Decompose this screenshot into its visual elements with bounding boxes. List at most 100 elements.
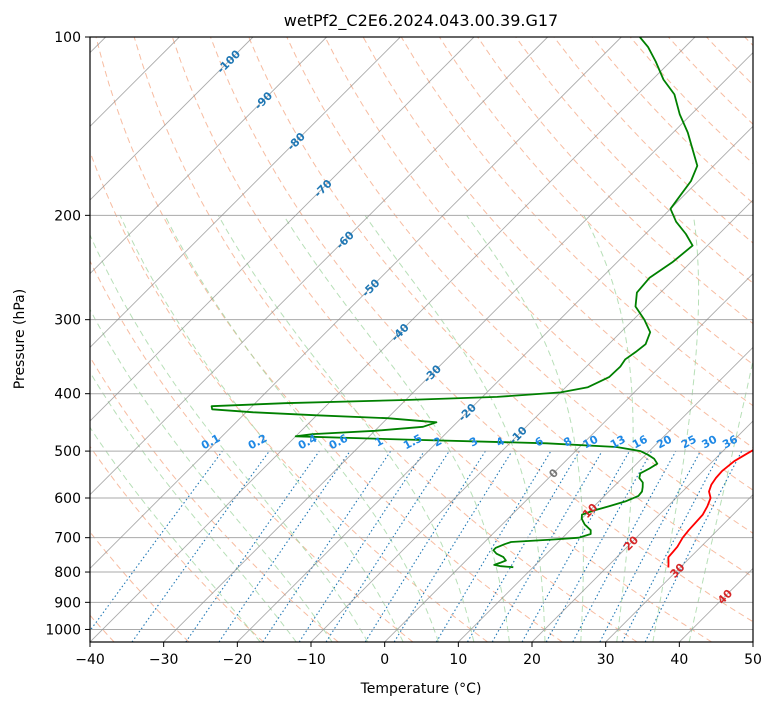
dry-adiabat: [248, 37, 753, 578]
dry-adiabat: [90, 150, 488, 642]
mixing-ratio-line: [262, 450, 392, 642]
mixing-ratio-label: 13: [608, 433, 628, 452]
x-tick-label: 20: [523, 652, 541, 668]
mixing-ratio-line: [131, 450, 270, 642]
moist-adiabat: [90, 233, 369, 642]
isotherm-line: [90, 37, 254, 201]
x-tick-label: 40: [670, 652, 688, 668]
isotherm-line: [531, 420, 753, 642]
moist-adiabat: [688, 358, 753, 642]
dry-adiabat-label: 10: [580, 501, 600, 521]
dry-adiabat-label: -50: [359, 276, 382, 299]
isotherm-line: [163, 52, 753, 642]
dry-adiabat: [210, 37, 753, 623]
mixing-ratio-line: [435, 450, 552, 642]
mixing-ratio-label: 25: [679, 433, 699, 452]
mixing-ratio-label: 10: [581, 433, 601, 452]
moist-adiabat: [164, 215, 439, 642]
dry-adiabat: [90, 531, 190, 642]
isotherm-line: [90, 37, 548, 496]
dewpoint-line: [210, 37, 699, 569]
grid-layer: [90, 37, 753, 642]
mixing-ratio-line: [364, 450, 486, 642]
axis-layer: −40 −30 −20 −10 0 10 20 30 40 5010020030040050060…: [45, 30, 762, 668]
y-tick-label: 800: [54, 565, 81, 581]
dry-adiabat: [90, 259, 414, 642]
moist-adiabat: [583, 215, 634, 642]
mixing-ratio-label: 8: [561, 434, 574, 449]
dry-adiabat: [133, 37, 638, 642]
mixing-ratio-label: 0.2: [246, 432, 269, 453]
dry-adiabat-label: -20: [456, 401, 479, 424]
x-tick-label: −30: [149, 652, 179, 668]
moist-adiabat: [119, 215, 404, 642]
dry-adiabat: [90, 445, 264, 642]
dry-adiabat: [744, 37, 753, 47]
dry-adiabat-label: -100: [215, 47, 244, 76]
y-tick-label: 300: [54, 313, 81, 329]
dry-adiabat-label: -90: [252, 89, 275, 112]
mixing-ratio-line: [393, 450, 513, 642]
dry-adiabat-label: -60: [334, 228, 357, 251]
moist-adiabat: [652, 215, 700, 642]
adiabat-labels: 0.1 0.2 0.4 0.6 1 1.5 2 3 4 6 8 10 13 16 20 25 30 36-100-…: [199, 47, 740, 607]
moist-adiabat: [90, 426, 261, 642]
dry-adiabat: [324, 37, 753, 491]
x-tick-label: 50: [744, 652, 762, 668]
x-tick-label: 30: [597, 652, 615, 668]
isotherm-line: [90, 37, 327, 275]
dry-adiabat-label: 0: [546, 466, 561, 481]
y-tick-label: 400: [54, 387, 81, 403]
isotherm-line: [90, 37, 696, 642]
dry-adiabat: [90, 356, 339, 642]
isotherm-line: [752, 641, 753, 642]
dry-adiabat-label: -70: [311, 177, 334, 200]
mixing-ratio-label: 6: [533, 434, 546, 449]
mixing-ratio-line: [545, 450, 653, 642]
y-tick-label: 500: [54, 444, 81, 460]
x-tick-label: −40: [75, 652, 105, 668]
isotherm-line: [90, 37, 475, 422]
mixing-ratio-label: 1: [373, 434, 386, 449]
dry-adiabat-label: -80: [285, 130, 308, 153]
mixing-ratio-line: [218, 450, 351, 642]
isotherm-line: [605, 494, 753, 642]
chart-title: wetPf2_C2E6.2024.043.00.39.G17: [284, 11, 558, 31]
mixing-ratio-line: [90, 450, 223, 632]
moist-adiabat: [217, 215, 475, 642]
dry-adiabat: [706, 37, 753, 86]
isotherm-line: [90, 37, 401, 348]
y-tick-label: 200: [54, 208, 81, 224]
moist-adiabat: [364, 215, 546, 642]
isotherm-line: [458, 346, 753, 642]
temperature-line: [667, 449, 753, 568]
mixing-ratio-line: [644, 450, 743, 642]
dry-adiabat: [286, 37, 753, 534]
isotherm-line: [90, 37, 622, 569]
y-axis-label: Pressure (hPa): [12, 289, 28, 389]
x-tick-label: −20: [223, 652, 253, 668]
dry-adiabat: [515, 37, 753, 284]
mixing-ratio-line: [298, 450, 425, 642]
y-tick-label: 600: [54, 491, 81, 507]
x-axis-label: Temperature (°C): [360, 681, 482, 697]
isotherm-line: [679, 567, 753, 642]
mixing-ratio-label: 36: [720, 433, 740, 452]
x-tick-label: 0: [380, 652, 389, 668]
isotherm-line: [237, 125, 753, 642]
y-tick-label: 900: [54, 595, 81, 611]
y-tick-label: 1000: [45, 622, 81, 638]
dry-adiabat: [591, 37, 753, 204]
mixing-ratio-line: [599, 450, 701, 642]
mixing-ratio-label: 16: [630, 433, 650, 452]
mixing-ratio-line: [185, 450, 320, 642]
dry-adiabat: [668, 37, 753, 125]
moist-adiabat: [466, 215, 584, 642]
x-tick-label: −10: [296, 652, 326, 668]
y-tick-label: 700: [54, 531, 81, 547]
mixing-ratio-label: 0.1: [199, 432, 222, 453]
dry-adiabat: [553, 37, 753, 244]
dry-adiabat-label: -40: [389, 321, 412, 344]
mixing-ratio-line: [572, 450, 677, 642]
